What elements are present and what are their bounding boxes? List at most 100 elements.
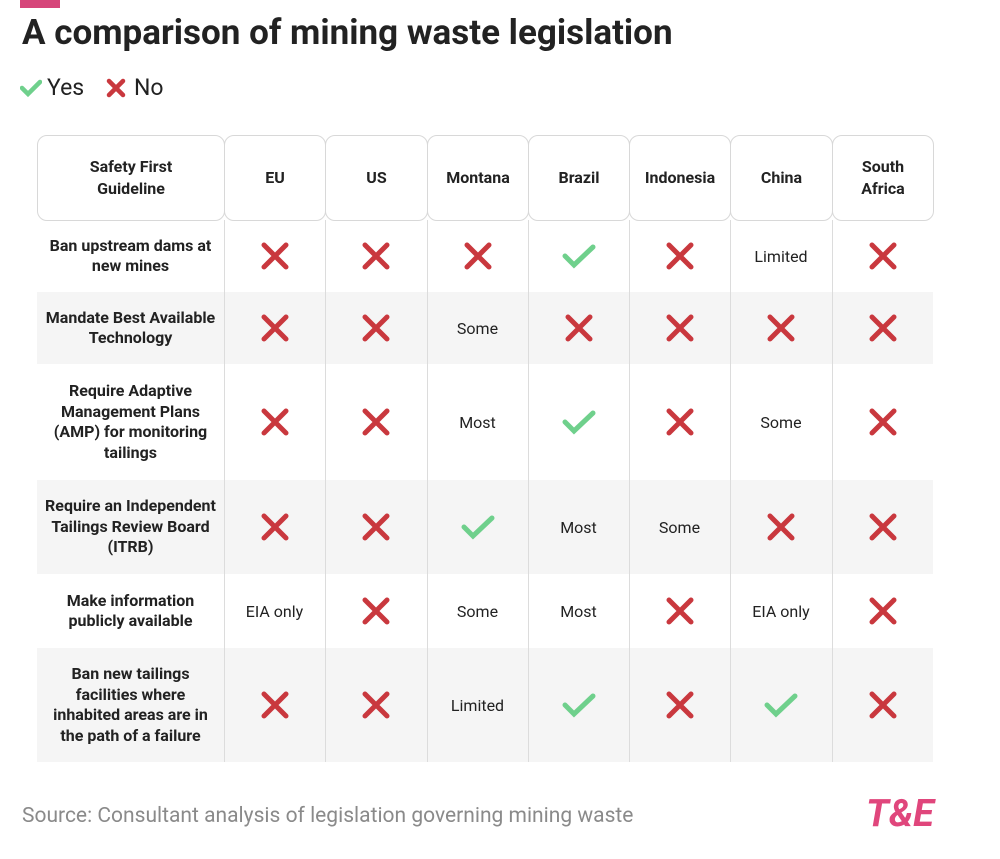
icon [562,693,595,718]
col-divider [832,220,833,762]
title: A comparison of mining waste legislation [22,12,673,53]
column-header: Safety First Guideline [37,135,225,221]
no-mark [832,574,933,648]
column-header: China [730,135,833,221]
icon [362,314,390,342]
logo: T&E [866,792,934,836]
no-mark [629,364,730,480]
legend-no: No [134,74,164,101]
row-label: Require Adaptive Management Plans (AMP) … [53,381,208,462]
no-mark [325,480,427,574]
cell-text: Most [459,412,496,432]
no-mark [629,292,730,364]
col-divider [224,220,225,762]
column-header: South Africa [832,135,934,221]
row-label: Ban new tailings facilities where inhabi… [53,664,208,745]
no-mark [325,574,427,648]
icon [767,314,795,342]
icon [666,314,693,342]
legend-yes: Yes [47,74,85,101]
icon [869,242,896,270]
icon [464,242,491,270]
no-mark [224,364,325,480]
icon [767,513,795,541]
no-mark [832,480,933,574]
yes-mark [528,364,629,480]
icon [362,242,390,270]
no-mark [832,364,933,480]
icon [362,691,390,719]
icon [261,691,288,719]
source: Source: Consultant analysis of legislati… [22,804,634,828]
col-divider [325,220,326,762]
no-mark [427,220,528,292]
cell-text: EIA only [245,601,304,621]
row-label: Make information publicly available [66,590,195,631]
icon [261,242,288,270]
cell-text: Limited [754,246,808,266]
no-mark [224,648,325,762]
icon [261,314,288,342]
no-mark [832,292,933,364]
column-header: Montana [427,135,529,221]
cell-text: Some [658,517,701,537]
icon [869,691,896,719]
row-label: Require an Independent Tailings Review B… [45,496,216,557]
accent-bar [20,0,60,8]
no-mark [629,574,730,648]
column-header: US [325,135,428,221]
icon [261,513,288,541]
icon [666,691,693,719]
no-mark [325,364,427,480]
icon [869,314,896,342]
no-mark [832,220,933,292]
cell-text: Some [456,601,499,621]
yes-mark [427,480,528,574]
col-divider [427,220,428,762]
no-mark [629,220,730,292]
no-icon [106,78,126,98]
yes-icon [20,79,42,98]
yes-mark [730,648,832,762]
col-divider [629,220,630,762]
icon [666,597,693,625]
no-mark [224,480,325,574]
cell-text: Some [456,318,499,338]
no-mark [730,292,832,364]
icon [869,408,896,436]
row-label: Mandate Best Available Technology [45,307,216,348]
col-divider [730,220,731,762]
column-header: EU [224,135,326,221]
icon [666,242,693,270]
icon [362,513,390,541]
icon [261,408,288,436]
cell-text: Most [560,517,597,537]
no-mark [629,648,730,762]
cell-text: EIA only [752,601,810,621]
icon [764,693,798,718]
icon [565,314,592,342]
no-mark [528,292,629,364]
column-header: Indonesia [629,135,731,221]
icon [869,513,896,541]
row-label: Ban upstream dams at new mines [49,235,212,276]
icon [666,408,693,436]
yes-mark [528,220,629,292]
no-mark [325,648,427,762]
icon [362,408,390,436]
no-mark [325,220,427,292]
icon [461,515,494,540]
cell-text: Limited [450,695,505,715]
no-mark [832,648,933,762]
no-mark [224,292,325,364]
icon [869,597,896,625]
no-mark [224,220,325,292]
cell-text: Some [760,412,802,432]
icon [362,597,390,625]
yes-mark [528,648,629,762]
cell-text: Most [560,601,597,621]
col-divider [528,220,529,762]
icon [562,244,595,269]
icon [562,410,595,435]
